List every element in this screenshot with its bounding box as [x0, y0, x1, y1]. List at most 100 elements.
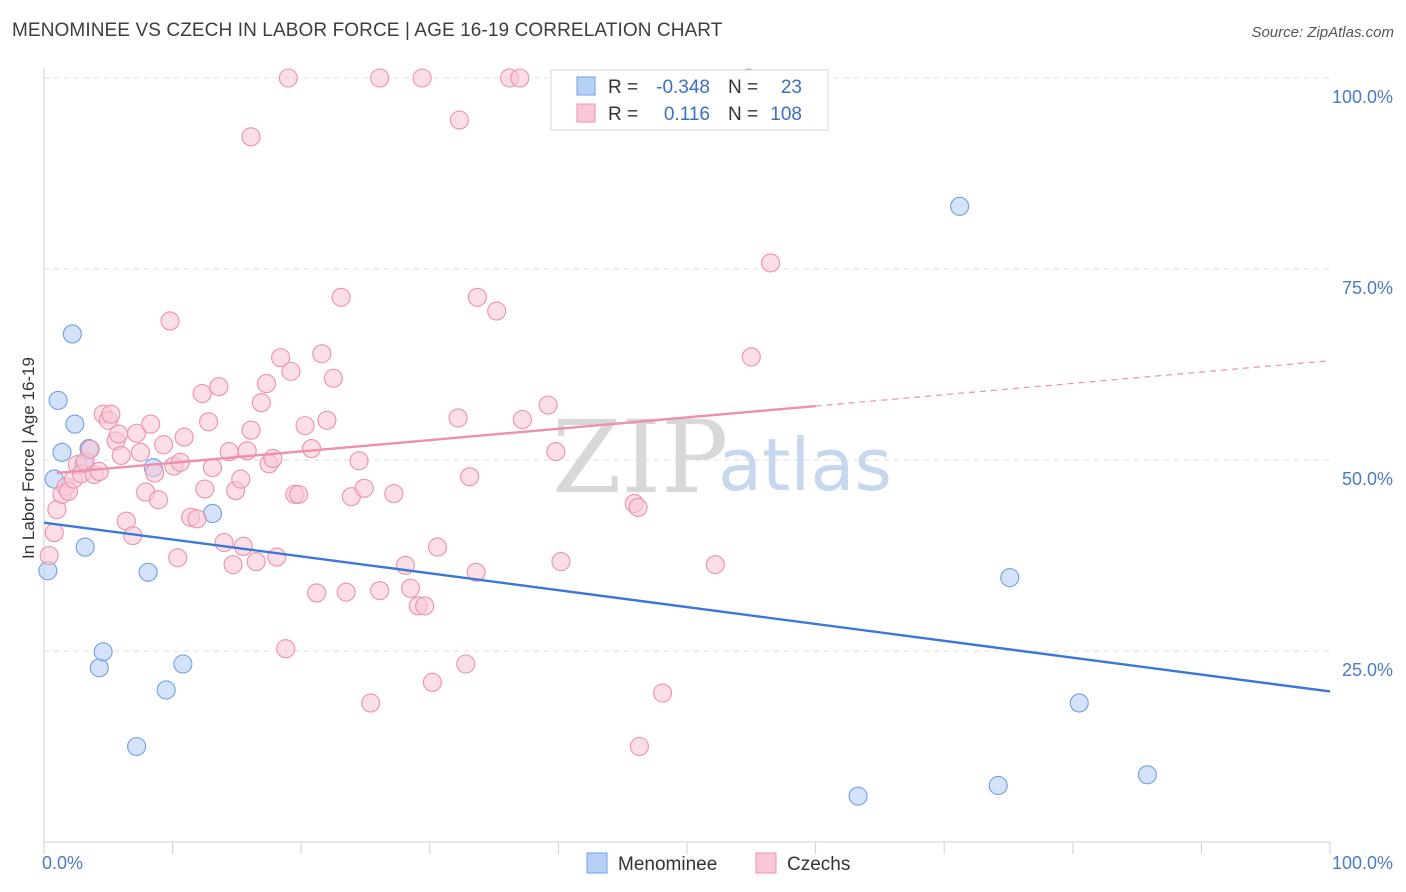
point-czechs — [271, 348, 291, 368]
point-czechs — [295, 416, 315, 436]
x-tick-labels: 0.0% 100.0% — [42, 853, 1393, 873]
y-tick-label: 25.0% — [1342, 660, 1393, 680]
point-czechs — [192, 383, 212, 404]
point-czechs — [168, 548, 188, 568]
point-czechs — [246, 552, 266, 572]
point-czechs — [307, 583, 327, 603]
point-czechs — [400, 578, 421, 598]
legend-n-value-2: 108 — [770, 104, 802, 125]
point-czechs — [276, 639, 296, 659]
point-czechs — [214, 532, 234, 553]
axes — [43, 68, 1331, 854]
source-note: Source: ZipAtlas.com — [1251, 24, 1394, 41]
trend-line-menominee — [43, 521, 1331, 693]
point-czechs — [653, 683, 673, 703]
legend-swatch-menominee — [576, 76, 596, 96]
y-tick-label: 50.0% — [1342, 469, 1393, 489]
point-czechs — [130, 442, 150, 462]
point-czechs — [231, 469, 251, 489]
point-czechs — [267, 547, 287, 567]
legend-box — [550, 69, 829, 131]
y-tick-label: 75.0% — [1342, 278, 1393, 298]
point-czechs — [39, 545, 59, 566]
point-czechs — [233, 536, 253, 556]
point-czechs — [202, 458, 223, 478]
legend-swatch-czechs — [576, 103, 596, 123]
point-menominee — [156, 680, 176, 700]
point-czechs — [427, 537, 448, 557]
point-czechs — [741, 347, 761, 367]
y-tick-labels: 25.0% 50.0% 75.0% 100.0% — [1332, 87, 1393, 680]
point-czechs — [101, 404, 121, 424]
point-czechs — [317, 410, 337, 430]
point-czechs — [160, 311, 180, 331]
point-menominee — [950, 196, 970, 216]
series-label-czechs: Czechs — [787, 854, 850, 875]
point-czechs — [336, 582, 356, 602]
point-menominee — [48, 390, 68, 410]
x-tick-label-min: 0.0% — [42, 853, 83, 873]
point-menominee — [52, 442, 72, 462]
point-czechs — [241, 127, 261, 147]
point-czechs — [331, 287, 351, 307]
point-menominee — [988, 775, 1008, 796]
point-menominee — [127, 736, 147, 757]
point-czechs — [111, 445, 131, 465]
series-swatch-menominee — [586, 852, 608, 874]
point-czechs — [301, 438, 322, 459]
legend-n-label-2: N = — [728, 104, 758, 125]
x-tick-label-max: 100.0% — [1332, 853, 1393, 873]
point-czechs — [422, 672, 442, 692]
legend-r-label-1: R = — [608, 77, 638, 98]
point-czechs — [449, 110, 469, 130]
point-czechs — [109, 424, 129, 444]
point-czechs — [761, 253, 781, 273]
point-czechs — [456, 654, 476, 674]
point-menominee — [62, 324, 82, 344]
point-czechs — [195, 479, 215, 499]
trend-lines — [43, 360, 1331, 693]
trend-line-czechs — [56, 404, 816, 475]
point-czechs — [448, 408, 468, 428]
series-swatch-czechs — [755, 852, 777, 874]
point-czechs — [510, 68, 530, 88]
point-czechs — [312, 344, 332, 364]
legend-n-label-1: N = — [728, 77, 758, 98]
point-czechs — [361, 693, 381, 713]
point-czechs — [354, 478, 374, 498]
point-czechs — [127, 423, 147, 443]
point-czechs — [538, 395, 558, 415]
point-czechs — [241, 420, 261, 440]
point-menominee — [93, 642, 113, 662]
point-menominee — [1069, 693, 1089, 713]
point-czechs — [370, 68, 390, 88]
point-menominee — [138, 562, 158, 582]
point-czechs — [487, 301, 507, 321]
point-czechs — [251, 393, 271, 413]
legend-r-value-2: 0.116 — [664, 104, 710, 125]
point-czechs — [256, 374, 277, 394]
watermark: ZIP atlas — [552, 399, 892, 516]
point-czechs — [323, 368, 343, 388]
point-czechs — [281, 361, 301, 381]
point-czechs — [415, 596, 435, 616]
trend-line-czechs-extension — [815, 360, 1331, 407]
point-czechs — [412, 68, 432, 88]
point-czechs — [209, 377, 229, 397]
watermark-atlas: atlas — [718, 423, 892, 507]
series-label-menominee: Menominee — [618, 854, 717, 875]
point-menominee — [173, 654, 193, 674]
point-czechs — [384, 484, 404, 504]
point-czechs — [370, 581, 390, 601]
point-czechs — [460, 467, 480, 487]
point-menominee — [89, 658, 109, 678]
point-menominee — [65, 414, 85, 434]
legend-n-value-1: 23 — [781, 77, 802, 98]
point-menominee — [75, 537, 95, 557]
point-czechs — [551, 552, 571, 572]
point-czechs — [199, 412, 219, 432]
point-czechs — [629, 736, 649, 757]
legend-r-value-1: -0.348 — [656, 77, 710, 98]
point-czechs — [141, 414, 161, 434]
